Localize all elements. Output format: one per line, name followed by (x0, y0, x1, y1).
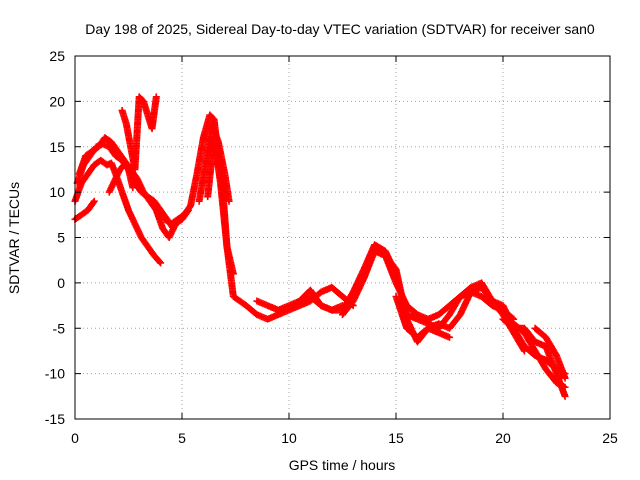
data-point (225, 197, 233, 205)
series-track-1 (71, 156, 165, 267)
data-series (71, 93, 569, 400)
x-tick-label: 15 (388, 430, 404, 446)
x-axis-label: GPS time / hours (289, 457, 396, 473)
y-tick-label: -5 (53, 320, 66, 336)
series-track-17 (510, 320, 569, 391)
grid-lines (75, 56, 610, 419)
series-track-9 (204, 134, 237, 278)
data-point (561, 383, 569, 391)
series-track-5 (105, 161, 137, 196)
y-tick-label: -10 (45, 366, 65, 382)
series-track-14 (360, 243, 569, 400)
data-point (90, 197, 98, 205)
series-track-18 (531, 324, 569, 382)
y-tick-label: 5 (57, 230, 65, 246)
series-track-15 (392, 292, 453, 341)
y-tick-label: 10 (49, 184, 65, 200)
y-tick-label: 0 (57, 275, 65, 291)
x-tick-labels: 0 5 10 15 20 25 (71, 430, 618, 446)
data-point (89, 198, 97, 206)
data-point (152, 93, 160, 101)
series-track-4 (71, 197, 98, 223)
y-tick-label: 25 (49, 48, 65, 64)
y-tick-label: -15 (45, 411, 65, 427)
x-tick-label: 20 (495, 430, 511, 446)
data-point (561, 374, 569, 382)
data-point (446, 333, 453, 341)
y-tick-labels: -15 -10 -5 0 5 10 15 20 25 (45, 48, 65, 427)
data-point (156, 258, 164, 266)
data-point (229, 270, 237, 278)
x-tick-label: 0 (71, 430, 79, 446)
y-tick-label: 15 (49, 139, 65, 155)
y-tick-label: 20 (49, 93, 65, 109)
series-track-6 (118, 93, 160, 173)
x-tick-label: 5 (178, 430, 186, 446)
x-tick-label: 10 (281, 430, 297, 446)
x-tick-label: 25 (602, 430, 618, 446)
series-track-7 (161, 111, 250, 310)
axis-ticks (74, 55, 611, 420)
chart-title: Day 198 of 2025, Sidereal Day-to-day VTE… (85, 21, 595, 37)
data-point (157, 259, 165, 267)
data-point (561, 392, 569, 400)
data-point (129, 184, 137, 192)
y-axis-label: SDTVAR / TECUs (6, 182, 22, 294)
